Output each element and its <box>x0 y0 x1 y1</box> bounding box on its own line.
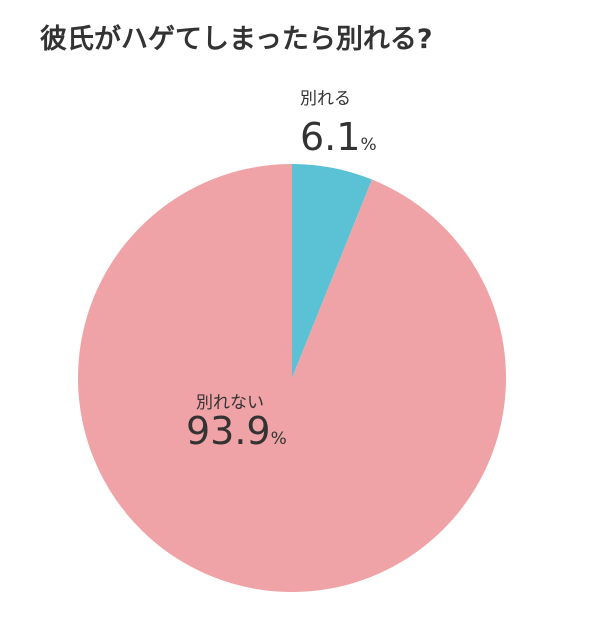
value-number: 6.1 <box>300 115 360 159</box>
pie-slice <box>78 163 507 592</box>
chart-title: 彼氏がハゲてしまったら別れる? <box>40 23 433 55</box>
slice-category-label: 別れる <box>300 89 351 109</box>
value-unit: % <box>360 135 376 155</box>
value-unit: % <box>271 429 287 449</box>
slice-category-label: 別れない <box>196 393 264 413</box>
slice-value-label: 93.9% <box>186 409 287 453</box>
pie-slice <box>292 164 373 378</box>
value-number: 93.9 <box>186 409 271 453</box>
slice-value-label: 6.1% <box>300 115 377 159</box>
